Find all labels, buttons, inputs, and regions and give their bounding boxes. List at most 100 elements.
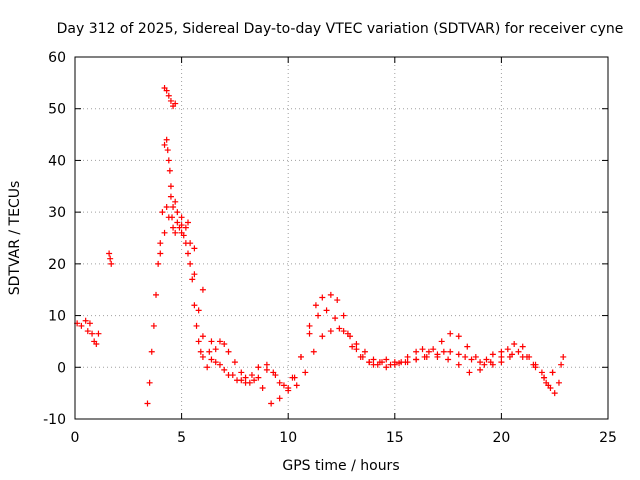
data-point bbox=[164, 147, 171, 154]
data-point bbox=[108, 260, 115, 267]
data-point bbox=[293, 382, 300, 389]
y-tick-label: 30 bbox=[48, 205, 66, 221]
data-point bbox=[353, 346, 360, 353]
data-point bbox=[231, 359, 238, 366]
data-point bbox=[374, 361, 381, 368]
data-point bbox=[319, 333, 326, 340]
data-point bbox=[379, 359, 386, 366]
data-point bbox=[532, 364, 539, 371]
data-point bbox=[172, 229, 179, 236]
data-point bbox=[180, 232, 187, 239]
data-point bbox=[187, 260, 194, 267]
data-point bbox=[445, 356, 452, 363]
data-point bbox=[161, 141, 168, 148]
data-point bbox=[336, 325, 343, 332]
data-point bbox=[404, 353, 411, 360]
data-point bbox=[511, 341, 518, 348]
data-point bbox=[174, 209, 181, 216]
data-point bbox=[434, 353, 441, 360]
x-tick-label: 25 bbox=[599, 430, 617, 446]
data-point bbox=[538, 369, 545, 376]
data-point bbox=[242, 374, 249, 381]
data-point bbox=[106, 250, 113, 257]
data-point bbox=[276, 379, 283, 386]
data-point bbox=[221, 341, 228, 348]
data-point bbox=[425, 348, 432, 355]
data-point bbox=[327, 328, 334, 335]
data-point bbox=[555, 379, 562, 386]
data-point bbox=[498, 353, 505, 360]
data-point bbox=[166, 167, 173, 174]
data-point bbox=[447, 348, 454, 355]
data-point bbox=[413, 356, 420, 363]
data-point bbox=[438, 338, 445, 345]
data-point bbox=[483, 356, 490, 363]
data-point bbox=[541, 374, 548, 381]
data-point bbox=[172, 198, 179, 205]
data-point bbox=[255, 364, 262, 371]
data-point bbox=[191, 245, 198, 252]
data-point bbox=[319, 294, 326, 301]
data-point bbox=[167, 193, 174, 200]
data-point bbox=[193, 322, 200, 329]
data-point bbox=[455, 361, 462, 368]
data-point bbox=[477, 366, 484, 373]
data-point bbox=[107, 255, 114, 262]
data-point bbox=[165, 92, 172, 99]
data-point bbox=[340, 312, 347, 319]
data-point bbox=[477, 359, 484, 366]
data-point bbox=[187, 240, 194, 247]
data-point bbox=[225, 372, 232, 379]
data-point bbox=[481, 361, 488, 368]
data-point bbox=[396, 360, 403, 367]
data-point bbox=[191, 271, 198, 278]
y-tick-label: -10 bbox=[43, 412, 66, 428]
x-axis-label: GPS time / hours bbox=[282, 458, 399, 474]
data-point bbox=[165, 214, 172, 221]
data-point bbox=[199, 353, 206, 360]
data-point bbox=[259, 384, 266, 391]
data-point bbox=[242, 379, 249, 386]
data-point bbox=[146, 379, 153, 386]
data-point bbox=[157, 250, 164, 257]
data-point bbox=[370, 356, 377, 363]
data-point bbox=[280, 382, 287, 389]
plot-frame bbox=[74, 56, 609, 420]
data-point bbox=[199, 286, 206, 293]
y-tick-label: 10 bbox=[48, 309, 66, 325]
data-point bbox=[234, 377, 241, 384]
data-point bbox=[272, 372, 279, 379]
data-point bbox=[238, 369, 245, 376]
data-point bbox=[172, 100, 179, 107]
data-point bbox=[197, 348, 204, 355]
data-point bbox=[78, 322, 85, 329]
data-point bbox=[506, 353, 513, 360]
data-point bbox=[208, 356, 215, 363]
data-point bbox=[174, 219, 181, 226]
data-point bbox=[208, 338, 215, 345]
x-tick-label: 20 bbox=[492, 430, 510, 446]
data-point bbox=[216, 361, 223, 368]
data-point bbox=[515, 348, 522, 355]
data-point bbox=[148, 348, 155, 355]
data-point bbox=[167, 97, 174, 104]
data-point bbox=[334, 297, 341, 304]
data-point bbox=[455, 333, 462, 340]
y-tick-label: 60 bbox=[48, 50, 66, 66]
data-point bbox=[163, 136, 170, 143]
data-point bbox=[340, 328, 347, 335]
data-point bbox=[455, 351, 462, 358]
data-point bbox=[170, 203, 177, 210]
data-point bbox=[468, 356, 475, 363]
data-point bbox=[95, 330, 102, 337]
data-point bbox=[344, 330, 351, 337]
data-point bbox=[464, 343, 471, 350]
x-tick-label: 15 bbox=[386, 430, 404, 446]
data-point bbox=[276, 395, 283, 402]
data-point bbox=[251, 377, 258, 384]
data-point bbox=[82, 317, 89, 324]
y-tick-label: 40 bbox=[48, 153, 66, 169]
data-point bbox=[170, 224, 177, 231]
data-point bbox=[549, 369, 556, 376]
